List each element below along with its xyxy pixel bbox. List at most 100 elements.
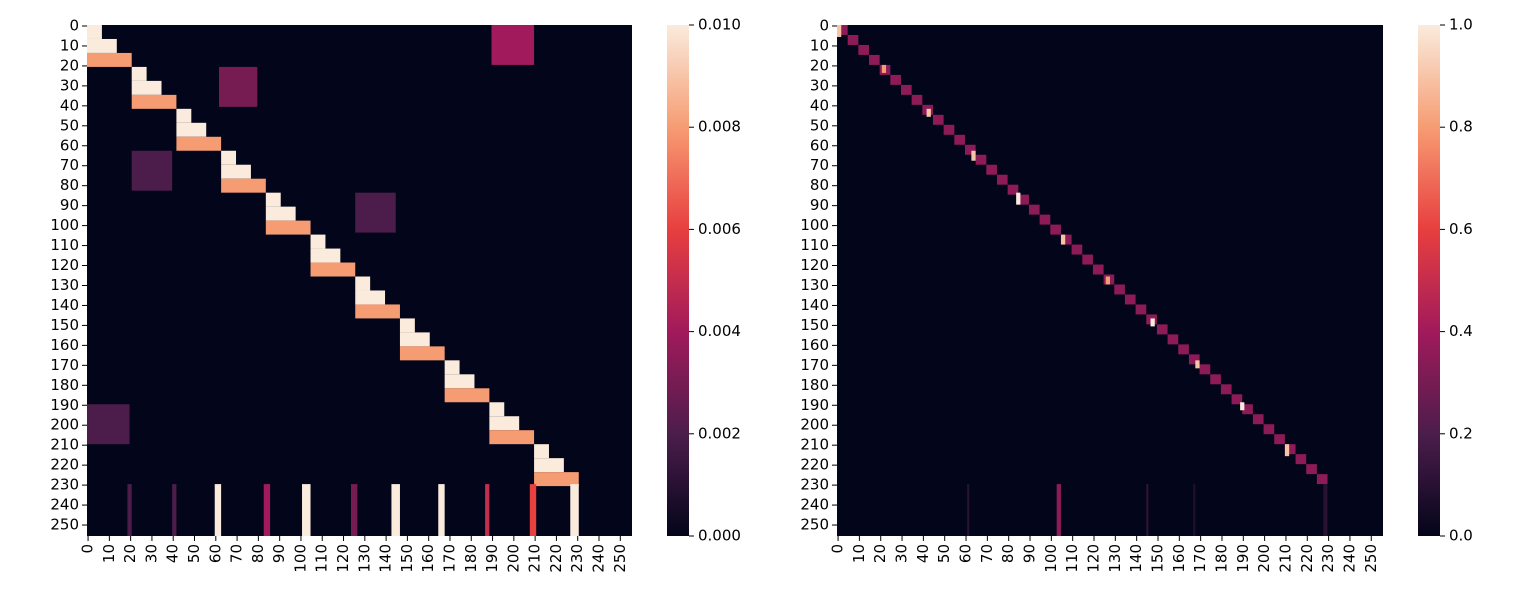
x-tick-label: 50 — [935, 544, 953, 563]
heatmap-cell — [1306, 464, 1317, 475]
x-tick-label: 200 — [504, 544, 522, 573]
heatmap-cell — [491, 25, 535, 65]
heatmap-cell — [1146, 484, 1149, 536]
heatmap-cell — [1316, 474, 1328, 485]
x-tick-label: 240 — [590, 544, 608, 573]
heatmap-cell — [967, 484, 970, 536]
x-tick-label: 210 — [526, 544, 544, 573]
x-tick-label: 170 — [440, 544, 458, 573]
heatmap-cell — [1210, 374, 1221, 385]
heatmap-cell — [534, 444, 549, 459]
y-tick-label: 90 — [810, 196, 829, 214]
y-tick-label: 110 — [800, 236, 829, 254]
y-tick-label: 200 — [50, 416, 79, 434]
heatmap-cell — [1135, 304, 1147, 315]
heatmap-cell — [1060, 234, 1072, 245]
heatmap-cell — [837, 25, 848, 35]
y-tick-label: 100 — [800, 216, 829, 234]
colorbar-tick-label: 0.2 — [1449, 424, 1473, 442]
y-tick-label: 0 — [69, 16, 79, 34]
heatmap-cell — [310, 234, 326, 249]
x-tick-label: 210 — [1276, 544, 1294, 573]
heatmap-cell — [954, 134, 965, 145]
heatmap-cell — [444, 360, 460, 375]
x-tick-label: 240 — [1340, 544, 1358, 573]
heatmap-cell — [1105, 276, 1110, 285]
x-tick-label: 130 — [1106, 544, 1124, 573]
x-tick-label: 120 — [334, 544, 352, 573]
x-tick-label: 150 — [1148, 544, 1166, 573]
heatmap-cell — [1220, 384, 1232, 395]
heatmap-cell — [1242, 404, 1253, 415]
heatmap-cell — [1188, 354, 1200, 365]
x-tick-label: 180 — [462, 544, 480, 573]
colorbar — [667, 25, 689, 536]
x-tick-label: 220 — [547, 544, 565, 573]
y-tick-label: 190 — [800, 396, 829, 414]
x-tick-label: 90 — [270, 544, 288, 563]
heatmap-cell — [1060, 234, 1066, 245]
heatmap-cell — [1082, 254, 1093, 265]
heatmap-cell — [221, 150, 237, 165]
heatmap-cell — [570, 484, 579, 536]
x-tick-label: 100 — [291, 544, 309, 573]
x-tick-label: 230 — [568, 544, 586, 573]
x-tick-label: 190 — [483, 544, 501, 573]
heatmap-cell — [87, 52, 132, 67]
x-tick-label: 100 — [1042, 544, 1060, 573]
heatmap-cell — [1323, 484, 1328, 536]
heatmap-cell — [1028, 204, 1040, 215]
y-tick-label: 240 — [800, 496, 829, 514]
y-tick-label: 80 — [810, 176, 829, 194]
heatmap-cell — [1252, 414, 1264, 425]
heatmap-cell — [1007, 184, 1019, 195]
heatmap-cell — [1231, 394, 1243, 405]
x-tick-label: 140 — [377, 544, 395, 573]
heatmap-cell — [847, 34, 859, 45]
x-tick-label: 90 — [1021, 544, 1039, 563]
heatmap-cell — [1240, 402, 1245, 411]
y-tick-label: 210 — [800, 436, 829, 454]
colorbar-tick-label: 0.6 — [1449, 220, 1473, 238]
heatmap-cell — [176, 108, 192, 123]
y-tick-label: 200 — [800, 416, 829, 434]
heatmap-cell — [1167, 334, 1179, 345]
y-tick-label: 220 — [800, 456, 829, 474]
heatmap-cell — [1114, 284, 1125, 295]
heatmap-cell — [1150, 318, 1155, 327]
heatmap-cell — [355, 192, 396, 233]
y-tick-label: 180 — [800, 376, 829, 394]
heatmap-cell — [1193, 484, 1196, 536]
colorbar-tick-label: 0.006 — [698, 220, 741, 238]
y-tick-label: 190 — [50, 396, 79, 414]
x-tick-label: 20 — [121, 544, 139, 563]
y-tick-label: 60 — [60, 136, 79, 154]
heatmap-cell — [858, 44, 869, 55]
colorbar-tick-label: 1.0 — [1449, 16, 1473, 34]
heatmap-cell — [131, 94, 177, 109]
y-tick-label: 240 — [50, 496, 79, 514]
heatmap-cell — [890, 74, 901, 85]
x-tick-label: 50 — [185, 544, 203, 563]
x-tick-label: 120 — [1085, 544, 1103, 573]
y-tick-label: 0 — [819, 16, 829, 34]
y-tick-label: 100 — [50, 216, 79, 234]
y-tick-label: 40 — [60, 96, 79, 114]
y-tick-label: 50 — [810, 116, 829, 134]
y-tick-label: 150 — [800, 316, 829, 334]
heatmap-cell — [350, 484, 358, 536]
heatmap-cell — [399, 318, 415, 333]
heatmap-cell — [172, 484, 177, 536]
heatmap-cell — [265, 220, 311, 235]
y-tick-label: 80 — [60, 176, 79, 194]
heatmap-cell — [986, 164, 997, 175]
x-tick-label: 250 — [1362, 544, 1380, 573]
heatmap-cell — [1092, 264, 1104, 275]
heatmap-cell — [221, 164, 251, 179]
heatmap-cell — [489, 430, 535, 445]
x-tick-label: 180 — [1212, 544, 1230, 573]
heatmap-cell — [399, 332, 430, 347]
y-tick-label: 10 — [810, 36, 829, 54]
x-tick-label: 70 — [978, 544, 996, 563]
x-tick-label: 0 — [79, 544, 97, 554]
